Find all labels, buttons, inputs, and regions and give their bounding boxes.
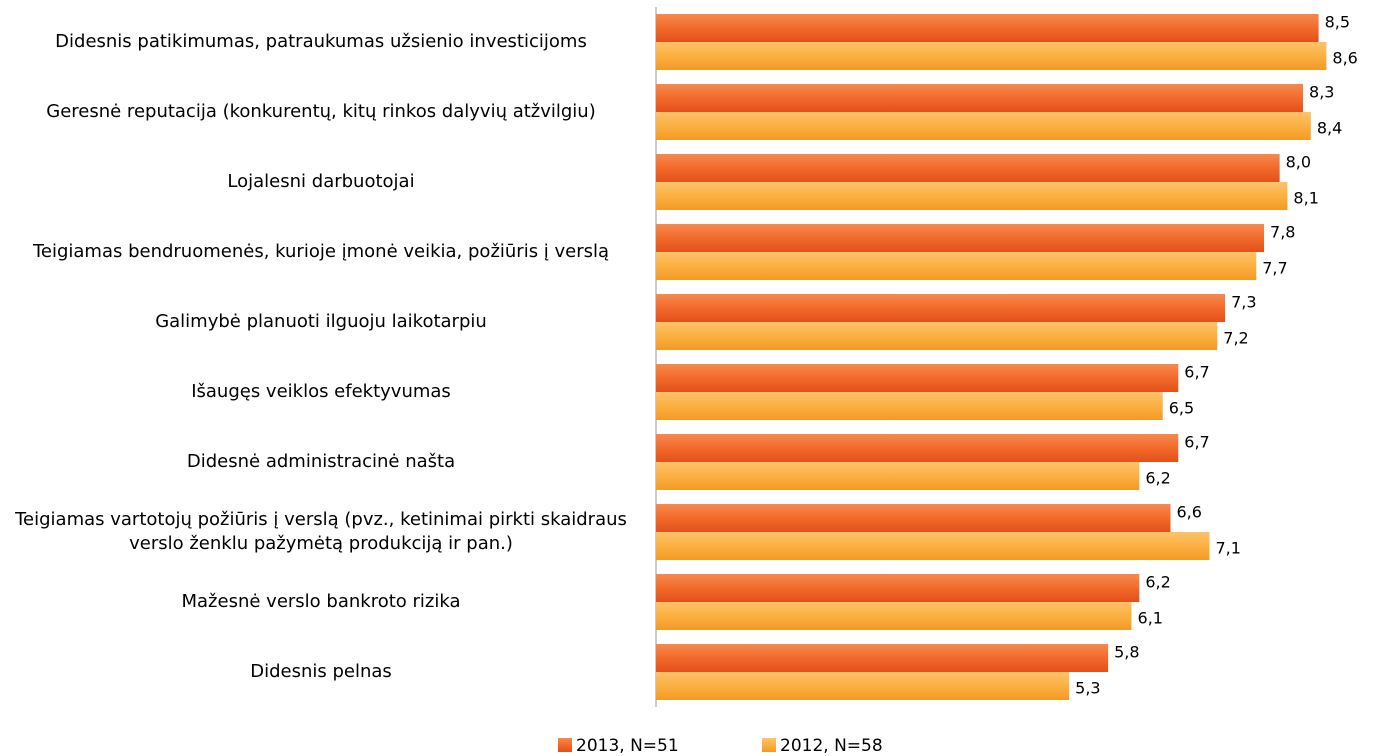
value-label: 6,1 [1138,609,1163,628]
bar [656,84,1304,112]
value-label: 8,3 [1309,83,1334,102]
value-label: 7,1 [1215,539,1240,558]
category-label: Didesnis pelnas [250,661,392,682]
value-label: 7,2 [1223,329,1248,348]
bar [656,532,1210,560]
value-label: 6,7 [1184,363,1209,382]
value-label: 5,8 [1114,643,1139,662]
bar [656,462,1140,490]
bar [656,644,1109,672]
category-label: Geresnė reputacija (konkurentų, kitų rin… [46,101,596,122]
category-label: Teigiamas vartotojų požiūris į verslą (p… [15,509,627,554]
bar [656,392,1163,420]
value-label: 6,5 [1169,399,1194,418]
bar [656,112,1311,140]
bar [656,434,1179,462]
category-label: Lojalesni darbuotojai [227,171,415,192]
value-label: 6,6 [1177,503,1202,522]
legend-swatch [558,738,572,752]
category-label: Didesnė administracinė našta [186,451,456,472]
legend-swatch [762,738,776,752]
bar [656,224,1265,252]
value-label: 8,4 [1317,119,1342,138]
category-label: Galimybė planuoti ilguoju laikotarpiu [155,311,487,332]
value-label: 6,2 [1145,469,1170,488]
legend-label: 2012, N=58 [780,736,883,756]
category-label: Didesnis patikimumas, patraukumas užsien… [55,31,587,52]
bar [656,294,1226,322]
value-label: 8,5 [1325,13,1350,32]
value-label: 7,3 [1231,293,1256,312]
bar [656,154,1280,182]
value-label: 7,8 [1270,223,1295,242]
bar [656,672,1070,700]
bar [656,504,1171,532]
value-label: 7,7 [1262,259,1287,278]
bar [656,364,1179,392]
value-label: 6,2 [1145,573,1170,592]
bar [656,574,1140,602]
value-label: 8,6 [1332,49,1357,68]
bar [656,252,1257,280]
bar [656,14,1319,42]
legend-label: 2013, N=51 [576,736,679,756]
value-label: 5,3 [1075,679,1100,698]
category-label: Teigiamas bendruomenės, kurioje įmonė ve… [32,241,610,262]
value-label: 8,1 [1293,189,1318,208]
bar [656,602,1132,630]
category-label: Mažesnė verslo bankroto rizika [181,591,461,612]
value-label: 6,7 [1184,433,1209,452]
bar [656,42,1327,70]
category-label: Išaugęs veiklos efektyvumas [191,381,451,402]
value-label: 8,0 [1286,153,1311,172]
bar [656,182,1288,210]
bar [656,322,1218,350]
